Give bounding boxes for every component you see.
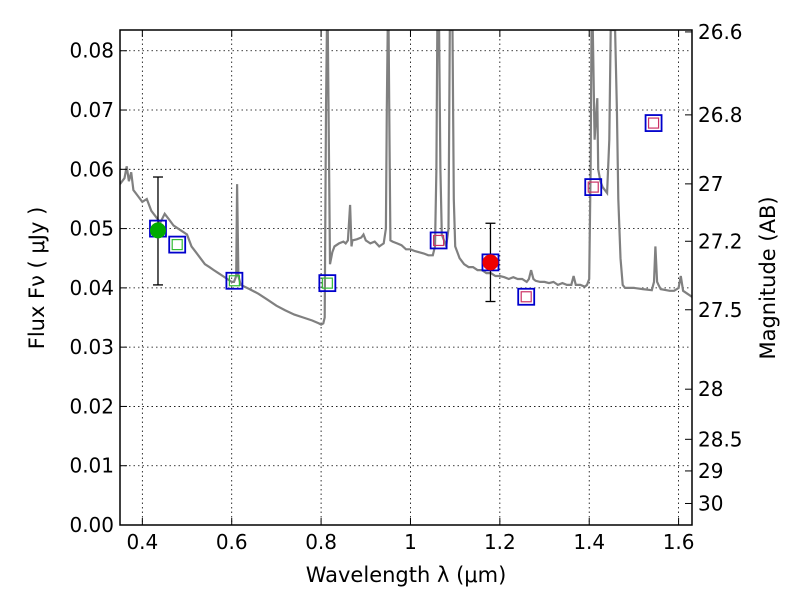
band-inner-square (433, 234, 445, 247)
y-tick-label: 0.03 (69, 335, 114, 359)
grid-lines (120, 30, 692, 525)
y-tick-label: 0.02 (69, 394, 114, 418)
detection-point (149, 222, 166, 239)
photometry-points (149, 114, 663, 306)
model-photometry-square (168, 235, 187, 254)
magnitude-axis-label: Magnitude (AB) (756, 196, 780, 359)
magnitude-tick-label: 26.6 (698, 20, 743, 44)
plot-frame (119, 29, 693, 526)
band-inner-square (171, 238, 183, 251)
magnitude-axis-ticks: 26.6 26.8 27 27.2 27.5 28 28.5 29 30 (685, 20, 743, 515)
spectrum-series (120, 30, 692, 326)
y-tick-label: 0.05 (69, 217, 114, 241)
y-tick-label: 0.04 (69, 276, 114, 300)
magnitude-tick-label: 28.5 (698, 427, 743, 451)
detection-point (482, 254, 499, 271)
x-tick-label: 1.4 (573, 530, 605, 554)
y-tick-label: 0.06 (69, 157, 114, 181)
band-inner-square (228, 275, 240, 287)
y-tick-label: 0.07 (69, 98, 114, 122)
model-photometry-square (225, 271, 244, 290)
model-photometry-square (517, 287, 536, 306)
x-axis-ticks: 0.4 0.6 0.8 1 1.2 1.4 1.6 (126, 30, 695, 554)
x-tick-label: 0.8 (305, 530, 337, 554)
magnitude-tick-label: 28 (698, 377, 723, 401)
x-tick-label: 1.6 (663, 530, 695, 554)
model-photometry-square (584, 178, 603, 196)
magnitude-tick-label: 26.8 (698, 103, 743, 127)
x-tick-label: 0.4 (126, 530, 158, 554)
y-tick-label: 0.00 (69, 513, 114, 537)
y-tick-label: 0.08 (69, 39, 114, 63)
band-inner-square (587, 181, 599, 193)
magnitude-tick-label: 27.5 (698, 298, 743, 322)
band-inner-square (520, 291, 532, 303)
model-photometry-square (429, 231, 448, 250)
band-inner-square (647, 117, 660, 129)
y-tick-label: 0.01 (69, 454, 114, 478)
model-spectrum-line (120, 30, 692, 326)
magnitude-tick-label: 29 (698, 459, 723, 483)
x-axis-label: Wavelength λ (μm) (306, 563, 507, 587)
y-axis-ticks: 0.00 0.01 0.02 0.03 0.04 0.05 0.06 0.07 0.08 (69, 39, 127, 537)
x-tick-label: 0.6 (216, 530, 248, 554)
band-inner-square (321, 277, 333, 289)
model-photometry-square (318, 274, 337, 293)
model-photometry-square (644, 114, 663, 132)
x-tick-label: 1 (404, 530, 417, 554)
y-axis-label: Flux Fν ( μJy ) (25, 207, 49, 350)
magnitude-tick-label: 30 (698, 491, 723, 515)
magnitude-tick-label: 27.2 (698, 229, 743, 253)
x-tick-label: 1.2 (484, 530, 516, 554)
magnitude-tick-label: 27 (698, 172, 723, 196)
